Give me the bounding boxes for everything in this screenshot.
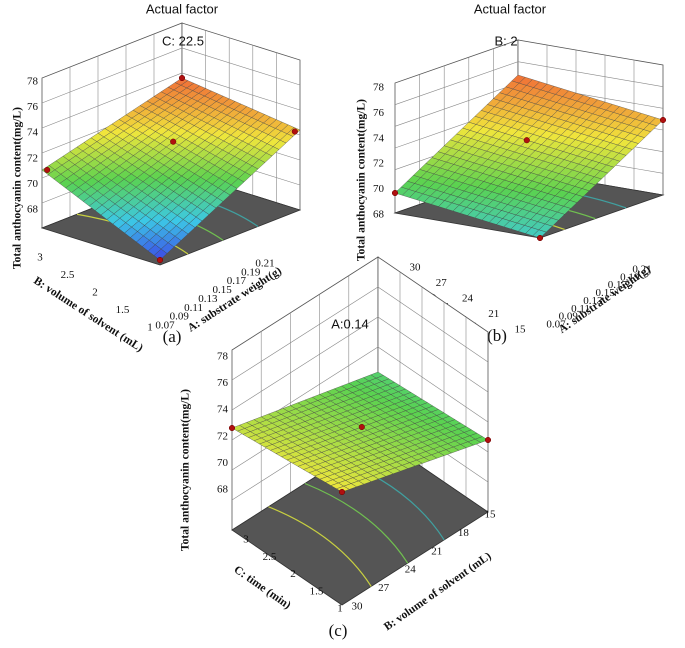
design-point: [358, 423, 365, 431]
z-axis-label: Total anthocyanin content(mg/L): [180, 389, 192, 551]
axis-tick-label: 15: [515, 324, 527, 336]
axis-tick-label: 0.11: [184, 302, 203, 314]
z-tick-label: 68: [373, 209, 385, 221]
factor: C: 22.5: [162, 33, 204, 48]
wall-grid: [231, 346, 489, 441]
panel-tag: (a): [163, 327, 182, 346]
floor-contour: [268, 506, 372, 587]
header: Actual factor: [474, 1, 547, 16]
axis-tick-label: 0.13: [198, 293, 218, 305]
axis-tick-label: 2.5: [263, 551, 277, 563]
axis-tick-label: 27: [378, 582, 390, 594]
axis-tick-label: 0.09: [559, 311, 579, 323]
z-tick-label: 74: [373, 132, 385, 144]
axis-tick-label: 3: [37, 252, 43, 264]
axis-tick-label: 15: [485, 509, 497, 521]
z-tick-label: 70: [27, 178, 39, 190]
axis-tick-label: 18: [458, 527, 470, 539]
panel: Actual factor B: 2 78 76 74 72 70 68 Total antho…: [356, 1, 667, 345]
wall-grid: [231, 286, 489, 381]
axis-tick-label: 0.19: [241, 266, 261, 278]
axis-tick-label: 3: [243, 534, 249, 546]
z-tick-label: 68: [27, 204, 39, 216]
panel-tag: (b): [487, 326, 507, 345]
z-tick-label: 76: [27, 101, 39, 113]
z-tick-label: 76: [217, 377, 229, 389]
z-tick-label: 70: [373, 183, 385, 195]
axis-tick-label: 0.17: [608, 279, 628, 291]
design-point: [44, 166, 51, 173]
design-point: [170, 138, 177, 145]
wall-grid: [394, 61, 664, 105]
axis-tick-label: 0.11: [571, 303, 590, 315]
z-tick-label: 78: [373, 82, 385, 94]
design-point: [523, 137, 530, 144]
axis-tick-label: 30: [410, 262, 422, 274]
axis-label: A: substrate weight(g): [557, 263, 654, 336]
axis-tick-label: 0.15: [213, 284, 233, 296]
panel: A:0.14 78 76 74 72 70 68 Total anthocyanin cont…: [180, 256, 497, 640]
wall-grid: [41, 72, 301, 129]
design-point: [338, 488, 346, 496]
axis-tick-label: 1.5: [310, 585, 324, 597]
axis-tick-label: 21: [431, 545, 442, 557]
design-point: [178, 74, 186, 82]
factor: A:0.14: [331, 316, 369, 331]
panel-tag: (c): [329, 621, 348, 640]
z-tick-label: 78: [27, 76, 39, 88]
axis-tick-label: 1: [147, 322, 153, 334]
z-axis-label: Total anthocyanin content(mg/L): [12, 107, 24, 269]
axis-tick-label: 1.5: [116, 304, 130, 316]
floor-contour: [304, 482, 409, 564]
axis-tick-label: 2: [290, 568, 296, 580]
axis-tick-label: 21: [488, 308, 499, 320]
z-tick-label: 74: [217, 404, 229, 416]
axis-tick-label: 2: [92, 287, 98, 299]
axis-label: C: time (min): [232, 564, 293, 612]
wall-grid: [231, 316, 489, 411]
z-tick-label: 70: [217, 457, 229, 469]
axis-tick-label: 27: [436, 277, 448, 289]
z-tick-label: 78: [217, 351, 229, 363]
z-axis-label: Total anthocyanin content(mg/L): [356, 99, 368, 261]
z-tick-label: 72: [217, 430, 228, 442]
axis-tick-label: 0.19: [620, 271, 640, 283]
design-point: [659, 116, 667, 124]
z-tick-label: 68: [217, 484, 229, 496]
surface-cell: [532, 229, 547, 239]
design-point: [536, 234, 544, 242]
axis-tick-label: 0.21: [255, 258, 274, 270]
design-point: [484, 436, 492, 444]
design-point: [391, 189, 399, 197]
z-tick-label: 74: [27, 127, 39, 139]
z-tick-label: 72: [27, 152, 38, 164]
z-tick-label: 72: [373, 158, 384, 170]
axis-tick-label: 1: [337, 603, 343, 615]
axis-tick-label: 24: [462, 293, 474, 305]
axis-tick-label: 30: [352, 601, 364, 613]
design-point: [228, 424, 236, 432]
z-tick-label: 76: [373, 107, 385, 119]
design-point: [156, 256, 164, 264]
axis-tick-label: 24: [405, 564, 417, 576]
axis-tick-label: 0.09: [170, 311, 190, 323]
axis-tick-label: 0.07: [155, 320, 175, 332]
header: Actual factor: [146, 1, 219, 16]
axis-tick-label: 0.13: [583, 295, 603, 307]
factor: B: 2: [494, 33, 517, 48]
axis-tick-label: 0.07: [546, 319, 566, 331]
axis-tick-label: 0.17: [227, 275, 247, 287]
axis-tick-label: 0.21: [632, 264, 651, 276]
wall-grid: [41, 47, 301, 104]
axis-tick-label: 2.5: [61, 269, 75, 281]
surface-cell: [153, 248, 168, 261]
axis-tick-label: 0.15: [596, 287, 616, 299]
design-point: [291, 128, 298, 135]
